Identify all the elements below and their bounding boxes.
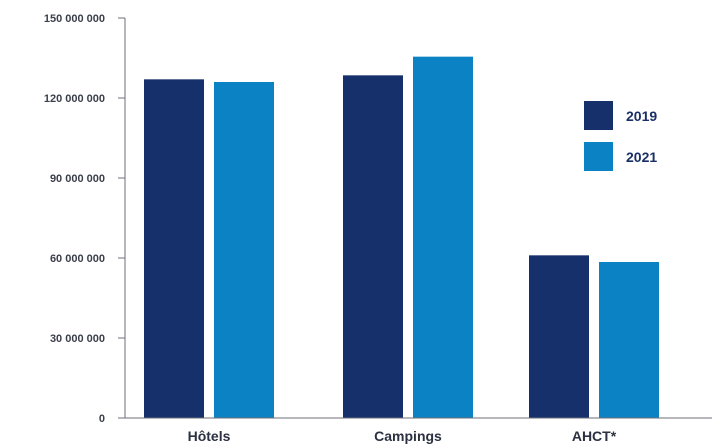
bar-2021 (599, 262, 659, 418)
y-tick-label: 30 000 000 (50, 333, 105, 345)
y-tick-label: 150 000 000 (44, 13, 105, 25)
bar-2019 (529, 255, 589, 418)
legend-swatch-2021 (584, 142, 613, 171)
bar-2019 (144, 79, 204, 418)
y-axis: 0 30 000 000 60 000 000 90 000 000 120 000 0… (44, 13, 126, 425)
category-label: Hôtels (188, 428, 231, 444)
category-label: Campings (374, 428, 442, 444)
x-axis: Hôtels Campings AHCT* (125, 417, 712, 444)
bar-2021 (413, 56, 473, 419)
y-tick-label: 90 000 000 (50, 173, 105, 185)
category-label: AHCT* (572, 428, 617, 444)
y-tick-label: 120 000 000 (44, 93, 105, 105)
bar-2021 (214, 82, 274, 418)
y-tick-label: 0 (99, 413, 105, 425)
legend-label: 2019 (626, 108, 657, 124)
legend: 2019 2021 (584, 101, 657, 171)
y-tick-label: 60 000 000 (50, 253, 105, 265)
bar-2019 (343, 75, 403, 418)
legend-label: 2021 (626, 149, 657, 165)
legend-swatch-2019 (584, 101, 613, 130)
bars (144, 56, 659, 419)
